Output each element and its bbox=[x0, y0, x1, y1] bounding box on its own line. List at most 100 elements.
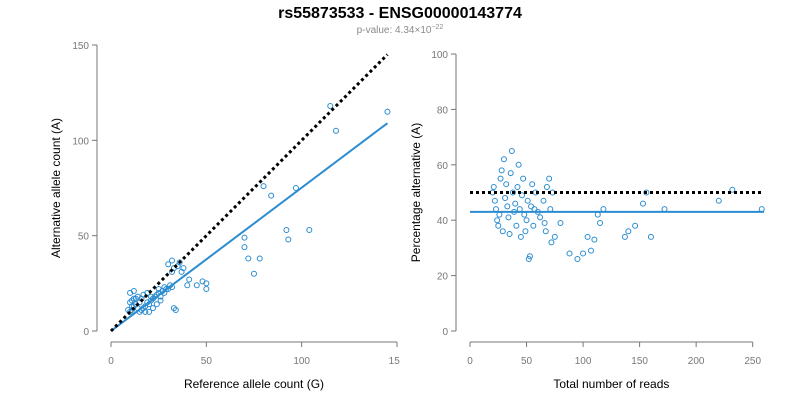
data-point bbox=[332, 127, 339, 134]
data-point bbox=[495, 222, 502, 229]
data-point bbox=[537, 214, 544, 221]
data-point bbox=[245, 255, 252, 262]
y-tick-label: 50 bbox=[78, 232, 90, 243]
data-point bbox=[505, 214, 512, 221]
data-point bbox=[591, 236, 598, 243]
chart-title: rs55873533 - ENSG00000143774 bbox=[278, 5, 522, 22]
pvalue-prefix: p-value: 4.34×10 bbox=[356, 25, 432, 36]
data-point bbox=[283, 226, 290, 233]
data-point bbox=[557, 219, 564, 226]
data-point bbox=[306, 226, 313, 233]
data-point bbox=[490, 183, 497, 190]
data-point bbox=[522, 228, 529, 235]
data-point bbox=[498, 167, 505, 174]
data-point bbox=[516, 206, 523, 213]
x-tick-label: 0 bbox=[108, 356, 114, 367]
pvalue-subtitle: p-value: 4.34×10−22 bbox=[0, 24, 800, 36]
y-axis-title: Alternative allele count (A) bbox=[49, 118, 63, 258]
data-point bbox=[251, 270, 257, 277]
data-point bbox=[566, 250, 573, 257]
data-point bbox=[169, 257, 176, 264]
allele-count-scatter-plot: 0 50 100 150 0 50 100 150 Reference allele count… bbox=[49, 41, 400, 391]
data-point bbox=[163, 286, 170, 293]
pvalue-exponent: −22 bbox=[431, 24, 444, 31]
data-point bbox=[153, 301, 160, 308]
x-tick-label: 150 bbox=[389, 356, 400, 367]
data-point bbox=[132, 295, 139, 302]
y-axis-title: Percentage alternative (A) bbox=[409, 123, 423, 262]
data-point bbox=[547, 206, 554, 213]
data-point bbox=[186, 276, 193, 283]
y-tick-label: 60 bbox=[437, 161, 449, 172]
x-tick-label: 250 bbox=[744, 356, 761, 367]
data-point bbox=[584, 233, 591, 240]
data-point bbox=[529, 181, 536, 188]
data-point bbox=[515, 161, 522, 168]
data-point bbox=[528, 203, 535, 210]
data-point bbox=[632, 222, 639, 229]
x-tick-label: 100 bbox=[293, 356, 310, 367]
data-point bbox=[497, 175, 504, 182]
data-point bbox=[600, 206, 607, 213]
data-point bbox=[541, 219, 548, 226]
y-tick-label: 20 bbox=[437, 272, 449, 283]
data-point bbox=[543, 183, 550, 190]
data-point bbox=[524, 197, 531, 204]
data-point bbox=[508, 147, 515, 154]
data-point bbox=[268, 192, 275, 199]
data-point bbox=[180, 265, 187, 272]
data-point bbox=[203, 280, 210, 287]
data-point bbox=[625, 228, 632, 235]
y-tick-label: 80 bbox=[437, 105, 449, 116]
data-point bbox=[525, 255, 532, 262]
data-point bbox=[531, 206, 538, 213]
data-point bbox=[513, 222, 520, 229]
data-point bbox=[127, 308, 134, 315]
reference-dotted-line bbox=[109, 53, 389, 333]
data-point bbox=[661, 206, 668, 213]
data-point bbox=[514, 183, 521, 190]
data-point bbox=[621, 233, 628, 240]
data-point bbox=[574, 255, 581, 262]
y-tick-label: 0 bbox=[442, 327, 448, 338]
data-point bbox=[542, 228, 549, 235]
data-point bbox=[496, 211, 503, 218]
data-point bbox=[519, 192, 526, 199]
data-point bbox=[241, 244, 248, 251]
data-point bbox=[580, 250, 587, 257]
data-point bbox=[647, 233, 654, 240]
data-point bbox=[540, 197, 547, 204]
data-point bbox=[640, 200, 647, 207]
data-point bbox=[594, 211, 601, 218]
data-point bbox=[548, 239, 555, 246]
data-point bbox=[509, 189, 516, 196]
data-point bbox=[494, 217, 501, 224]
fit-line bbox=[110, 122, 389, 332]
data-point bbox=[241, 234, 248, 241]
data-point bbox=[146, 308, 153, 315]
data-point bbox=[597, 219, 604, 226]
data-point bbox=[384, 108, 391, 115]
y-tick-label: 100 bbox=[72, 136, 89, 147]
data-point bbox=[142, 308, 149, 315]
data-point bbox=[327, 103, 334, 110]
data-point bbox=[546, 175, 553, 182]
data-point bbox=[758, 206, 765, 213]
data-point bbox=[172, 307, 179, 314]
data-point bbox=[512, 200, 519, 207]
data-point bbox=[520, 175, 527, 182]
data-point bbox=[148, 293, 155, 300]
data-point bbox=[292, 185, 299, 191]
data-point bbox=[149, 305, 156, 312]
x-tick-label: 150 bbox=[631, 356, 648, 367]
data-point bbox=[260, 183, 267, 190]
y-tick-label: 100 bbox=[431, 50, 448, 61]
data-point bbox=[507, 170, 514, 177]
data-point bbox=[587, 247, 594, 254]
data-point bbox=[136, 299, 143, 306]
data-point bbox=[491, 197, 498, 204]
data-point bbox=[643, 189, 650, 196]
data-point bbox=[170, 305, 177, 312]
